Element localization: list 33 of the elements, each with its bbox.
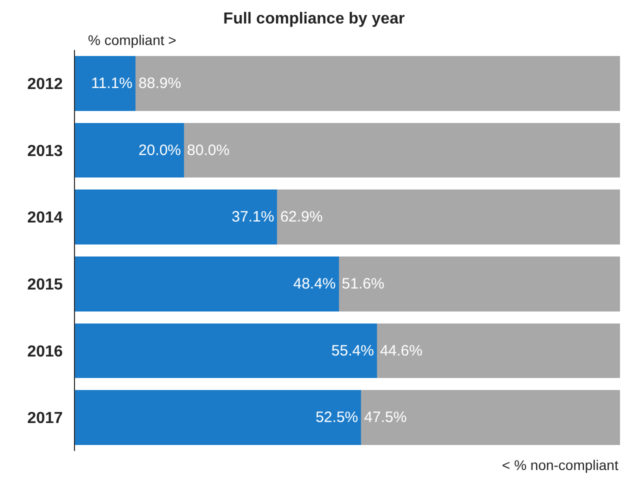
data-label: 55.4% bbox=[331, 342, 374, 360]
text: % compliant > bbox=[88, 32, 176, 48]
data-label: 80.0% bbox=[187, 142, 230, 159]
data-label: 44.6% bbox=[380, 342, 422, 360]
bar bbox=[376, 323, 620, 378]
y-tick-label: 2017 bbox=[27, 410, 63, 428]
y-tick-label: 2013 bbox=[27, 142, 63, 160]
bar bbox=[75, 190, 278, 244]
y-tick-label: 2015 bbox=[27, 276, 63, 294]
data-label: 62.9% bbox=[280, 208, 323, 226]
chart-title: Full compliance by year bbox=[223, 10, 405, 28]
y-tick-label: 2014 bbox=[27, 210, 63, 227]
bar bbox=[75, 56, 136, 111]
bar bbox=[75, 122, 184, 178]
data-label: 52.5% bbox=[316, 409, 358, 426]
bar bbox=[184, 122, 620, 178]
bar bbox=[75, 256, 339, 312]
text: < % non-compliant bbox=[502, 457, 618, 473]
bar bbox=[277, 190, 620, 244]
y-tick-label: 2012 bbox=[27, 76, 63, 94]
data-label: 11.1% bbox=[91, 74, 132, 92]
data-label: 20.0% bbox=[138, 142, 181, 159]
data-label: 48.4% bbox=[293, 275, 336, 292]
bar bbox=[136, 56, 620, 111]
data-label: 37.1% bbox=[232, 208, 274, 226]
bar bbox=[75, 390, 362, 445]
bar bbox=[75, 323, 377, 378]
bar bbox=[338, 256, 620, 312]
bar bbox=[361, 390, 620, 445]
data-label: 51.6% bbox=[342, 275, 384, 292]
y-tick-label: 2016 bbox=[27, 343, 63, 360]
data-label: 88.9% bbox=[138, 74, 182, 92]
data-label: 47.5% bbox=[364, 409, 407, 426]
